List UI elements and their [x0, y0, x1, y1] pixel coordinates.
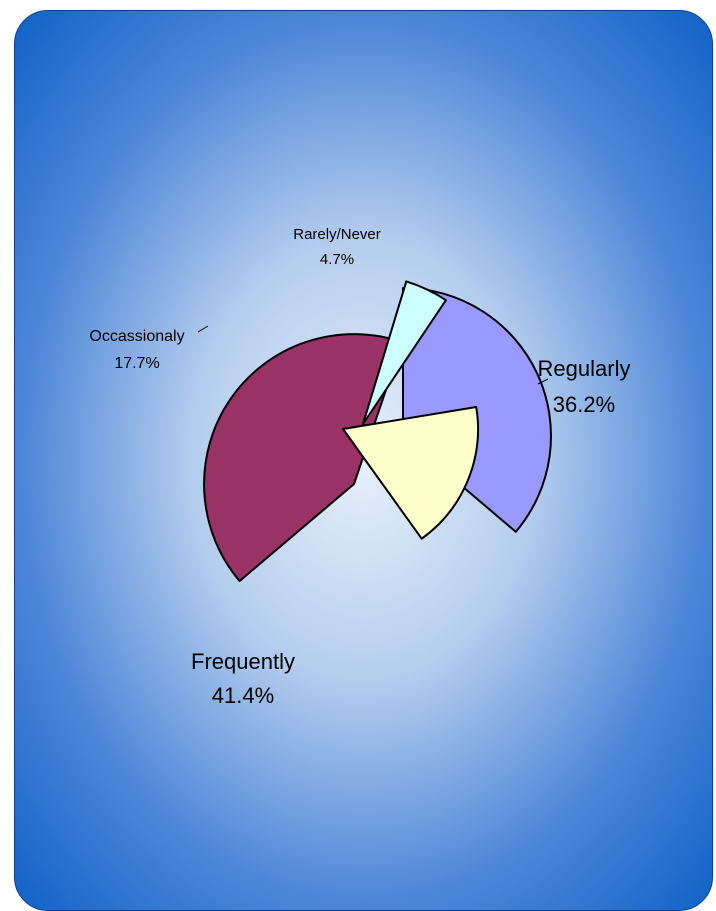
- slice-percent-label: 36.2%: [553, 392, 615, 417]
- slice-percent-label: 41.4%: [212, 683, 274, 708]
- slice-category-label: Frequently: [191, 649, 295, 674]
- pie-slice-occassionaly: [342, 406, 479, 540]
- slices-layer: [203, 280, 552, 582]
- slice-category-label: Rarely/Never: [293, 226, 381, 243]
- leader-lines: [197, 325, 549, 385]
- slice-category-label: Occassionaly: [89, 328, 184, 345]
- pie-slice-rarely-never: [362, 280, 447, 425]
- chart-frame: Regularly 36.2% Frequently 41.4% Occassional…: [14, 10, 713, 911]
- slice-percent-label: 17.7%: [114, 355, 159, 372]
- slice-category-label: Regularly: [538, 356, 631, 381]
- leader-line: [537, 378, 549, 385]
- pie-chart: Regularly 36.2% Frequently 41.4% Occassional…: [15, 11, 712, 910]
- pie-slice-frequently: [203, 333, 404, 582]
- leader-line: [197, 325, 209, 333]
- chart-background: [15, 11, 712, 910]
- slice-labels: Regularly 36.2% Frequently 41.4% Occassional…: [89, 226, 630, 708]
- slice-percent-label: 4.7%: [320, 251, 354, 268]
